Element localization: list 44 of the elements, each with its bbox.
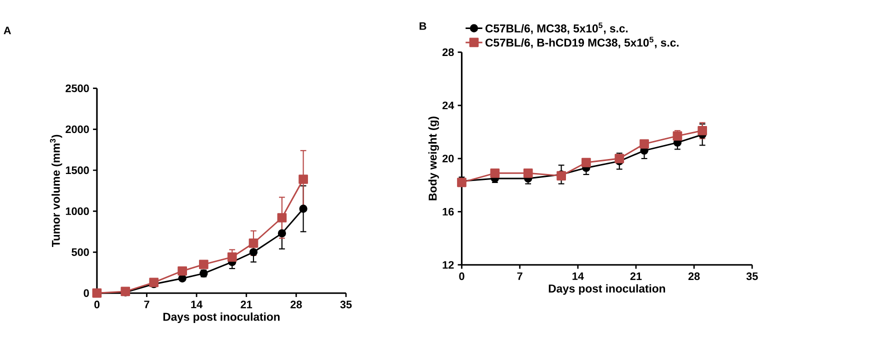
x-tick-label: 35 xyxy=(340,300,352,309)
point xyxy=(672,131,682,141)
point xyxy=(227,252,237,262)
point xyxy=(640,139,649,149)
point xyxy=(248,238,258,248)
y-tick-label: 1500 xyxy=(66,166,89,174)
y-tick-label: 2500 xyxy=(66,84,89,92)
point xyxy=(199,260,208,270)
x-tick-label: 0 xyxy=(94,300,100,309)
point xyxy=(299,204,308,214)
point xyxy=(178,266,187,276)
x-tick-label: 7 xyxy=(517,272,522,280)
point xyxy=(298,174,308,184)
x-tick-label: 21 xyxy=(630,272,642,280)
x-axis-title: Days post inoculation xyxy=(163,312,280,324)
x-tick-label: 35 xyxy=(746,272,758,280)
x-tick-label: 14 xyxy=(572,272,584,280)
y-tick-label: 28 xyxy=(442,48,454,56)
y-tick-label: 500 xyxy=(72,248,89,256)
y-tick-label: 1000 xyxy=(66,208,89,216)
point xyxy=(523,168,533,178)
point xyxy=(582,158,591,168)
point xyxy=(490,168,500,178)
x-tick-label: 14 xyxy=(191,300,203,308)
y-tick-label: 16 xyxy=(442,208,454,216)
text: A xyxy=(4,26,11,34)
y-axis-title: Tumor volume (mm$^{3}$) xyxy=(50,135,62,248)
point xyxy=(277,213,287,223)
y-axis-title: Body weight (g) xyxy=(428,116,439,200)
y-tick-label: 12 xyxy=(442,261,454,269)
y-tick-label: 20 xyxy=(442,154,454,163)
y-tick-label: 2000 xyxy=(66,126,89,134)
legend-label: C57BL/6, B-hCD19 MC38, 5x10$^{5}$, s.c. xyxy=(486,37,679,48)
x-axis-title: Days post inoculation xyxy=(548,284,666,295)
y-tick-label: 24 xyxy=(442,102,454,110)
point xyxy=(149,278,159,288)
x-tick-label: 28 xyxy=(290,300,302,309)
x-tick-label: 28 xyxy=(688,272,700,280)
x-tick-label: 7 xyxy=(144,300,150,308)
x-tick-label: 0 xyxy=(459,272,464,280)
y-tick-label: 0 xyxy=(84,289,89,298)
legend-label: C57BL/6, MC38, 5x10$^{5}$, s.c. xyxy=(486,22,628,34)
x-tick-label: 21 xyxy=(240,300,252,308)
chart-title: B xyxy=(420,22,426,30)
